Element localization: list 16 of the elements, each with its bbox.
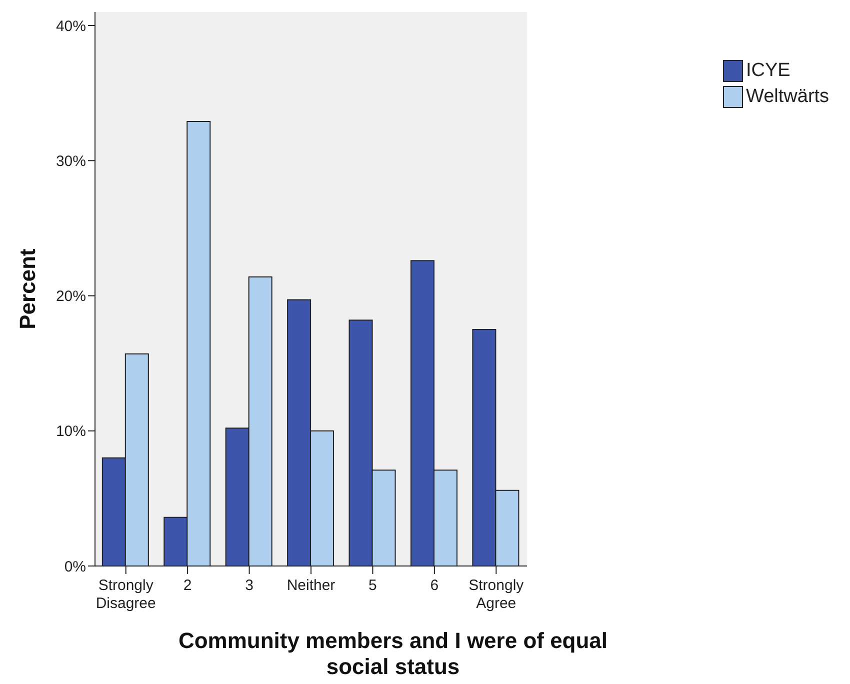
legend-label: ICYE <box>746 60 790 82</box>
y-tick-label: 10% <box>56 423 86 440</box>
y-tick-label: 40% <box>56 18 86 35</box>
x-tick-label: 5 <box>368 577 377 594</box>
x-tick-label: 3 <box>245 577 254 594</box>
y-tick-label: 20% <box>56 288 86 306</box>
x-tick-label: Strongly Disagree <box>96 577 156 612</box>
y-tick-label: 0% <box>64 558 86 576</box>
x-tick-label: 2 <box>183 577 192 594</box>
x-tick-label: 6 <box>430 577 439 594</box>
x-tick-label: Neither <box>286 577 336 594</box>
y-tick-label: 30% <box>56 152 86 170</box>
x-tick-label: Strongly Agree <box>468 577 524 612</box>
legend-label: Weltwärts <box>746 86 830 108</box>
y-axis-title: Percent <box>14 248 40 330</box>
x-axis-title: Community members and I were of equal social status <box>177 628 609 680</box>
